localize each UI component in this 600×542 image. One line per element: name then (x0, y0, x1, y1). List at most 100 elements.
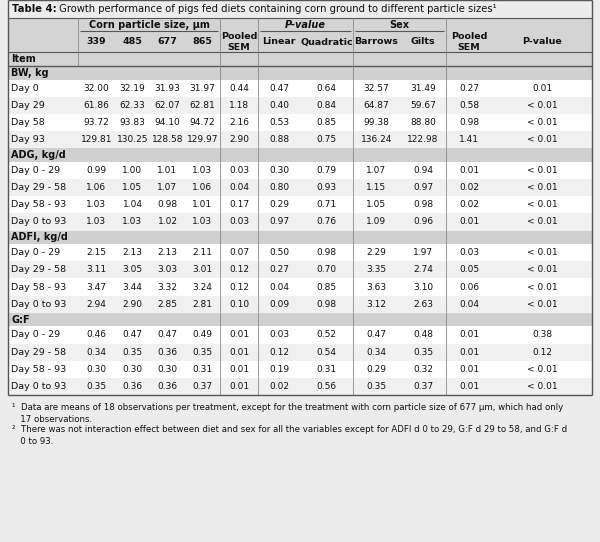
Text: 129.81: 129.81 (81, 135, 112, 144)
Text: 677: 677 (158, 37, 178, 47)
Text: 0.35: 0.35 (122, 348, 143, 357)
Text: 1.07: 1.07 (157, 183, 178, 192)
Text: 3.01: 3.01 (193, 266, 212, 274)
Text: 1.97: 1.97 (413, 248, 433, 257)
Text: 0.38: 0.38 (532, 331, 552, 339)
Bar (8, 196, 592, 214)
Text: 59.67: 59.67 (410, 101, 436, 110)
Text: 0.01: 0.01 (229, 348, 249, 357)
Text: Quadratic: Quadratic (300, 37, 353, 47)
Text: 62.81: 62.81 (190, 101, 215, 110)
Text: 0.88: 0.88 (269, 135, 289, 144)
Text: 136.24: 136.24 (361, 135, 392, 144)
Text: 0.52: 0.52 (317, 331, 337, 339)
Text: 0.64: 0.64 (317, 83, 337, 93)
Text: 0.09: 0.09 (269, 300, 289, 309)
Text: 1.05: 1.05 (367, 201, 386, 209)
Text: 3.32: 3.32 (157, 282, 178, 292)
Bar (8, 230, 592, 244)
Text: 0.19: 0.19 (269, 365, 289, 374)
Text: 0.05: 0.05 (459, 266, 479, 274)
Text: 0.01: 0.01 (229, 331, 249, 339)
Text: Day 29 - 58: Day 29 - 58 (11, 348, 66, 357)
Bar (8, 18, 592, 32)
Text: 0.12: 0.12 (269, 348, 289, 357)
Text: 0.30: 0.30 (269, 166, 289, 175)
Text: 1.41: 1.41 (459, 135, 479, 144)
Text: 129.97: 129.97 (187, 135, 218, 144)
Text: 0.03: 0.03 (229, 166, 249, 175)
Text: Day 29: Day 29 (11, 101, 45, 110)
Text: 0.47: 0.47 (122, 331, 143, 339)
Text: 1.09: 1.09 (367, 217, 386, 227)
Text: 0.46: 0.46 (86, 331, 107, 339)
Text: 0.98: 0.98 (316, 248, 337, 257)
Text: 0.04: 0.04 (229, 183, 249, 192)
Text: BW, kg: BW, kg (11, 68, 49, 78)
Text: < 0.01: < 0.01 (527, 201, 557, 209)
Text: Pooled
SEM: Pooled SEM (451, 33, 487, 51)
Text: 865: 865 (193, 37, 212, 47)
Text: 88.80: 88.80 (410, 118, 436, 127)
Text: Pooled
SEM: Pooled SEM (221, 33, 257, 51)
Text: 0.47: 0.47 (367, 331, 386, 339)
Text: 0.54: 0.54 (317, 348, 337, 357)
Text: 485: 485 (122, 37, 142, 47)
Text: 1.03: 1.03 (193, 217, 212, 227)
Text: Table 4:: Table 4: (12, 4, 57, 14)
Text: 1.02: 1.02 (157, 217, 178, 227)
Bar (0, 0, 600, 18)
Text: 0.01: 0.01 (459, 217, 479, 227)
Text: 0.76: 0.76 (316, 217, 337, 227)
Text: 0.98: 0.98 (157, 201, 178, 209)
Text: 0.12: 0.12 (532, 348, 552, 357)
Text: 0.56: 0.56 (316, 382, 337, 391)
Text: 0.84: 0.84 (317, 101, 337, 110)
Text: Growth performance of pigs fed diets containing corn ground to different particl: Growth performance of pigs fed diets con… (56, 4, 497, 14)
Text: Day 0 to 93: Day 0 to 93 (11, 382, 67, 391)
Bar (8, 214, 592, 230)
Text: 0.40: 0.40 (269, 101, 289, 110)
Bar (8, 80, 592, 96)
Text: 1.07: 1.07 (367, 166, 386, 175)
Text: 0.01: 0.01 (459, 365, 479, 374)
Text: 0.93: 0.93 (316, 183, 337, 192)
Text: < 0.01: < 0.01 (527, 365, 557, 374)
Text: 0.37: 0.37 (193, 382, 212, 391)
Bar (8, 131, 592, 149)
Text: 1.04: 1.04 (122, 201, 143, 209)
Bar (8, 326, 592, 344)
Text: 0.30: 0.30 (122, 365, 143, 374)
Text: ¹  Data are means of 18 observations per treatment, except for the treatment wit: ¹ Data are means of 18 observations per … (12, 403, 563, 424)
Text: 3.12: 3.12 (367, 300, 386, 309)
Text: ²  There was not interaction effect between diet and sex for all the variables e: ² There was not interaction effect betwe… (12, 425, 567, 446)
Text: 2.13: 2.13 (122, 248, 143, 257)
Text: Barrows: Barrows (355, 37, 398, 47)
Text: 0.94: 0.94 (413, 166, 433, 175)
Text: < 0.01: < 0.01 (527, 382, 557, 391)
Bar (8, 52, 592, 66)
Text: 0.01: 0.01 (532, 83, 552, 93)
Text: 2.16: 2.16 (229, 118, 249, 127)
Text: 1.05: 1.05 (122, 183, 143, 192)
Text: < 0.01: < 0.01 (527, 118, 557, 127)
Text: 0.35: 0.35 (86, 382, 107, 391)
Text: Day 0 to 93: Day 0 to 93 (11, 217, 67, 227)
Text: 99.38: 99.38 (364, 118, 389, 127)
Text: 0.97: 0.97 (269, 217, 289, 227)
Text: 0.98: 0.98 (316, 300, 337, 309)
Text: 0.01: 0.01 (229, 382, 249, 391)
Text: ADFI, kg/d: ADFI, kg/d (11, 233, 68, 242)
Text: Day 0 - 29: Day 0 - 29 (11, 331, 60, 339)
Text: 31.49: 31.49 (410, 83, 436, 93)
Text: 62.33: 62.33 (119, 101, 145, 110)
Text: 2.90: 2.90 (229, 135, 249, 144)
Text: 0.03: 0.03 (459, 248, 479, 257)
Text: Day 0 to 93: Day 0 to 93 (11, 300, 67, 309)
Text: 122.98: 122.98 (407, 135, 439, 144)
Text: 0.02: 0.02 (269, 382, 289, 391)
Text: G:F: G:F (11, 315, 29, 325)
Text: 0.01: 0.01 (459, 382, 479, 391)
Text: < 0.01: < 0.01 (527, 217, 557, 227)
Text: < 0.01: < 0.01 (527, 101, 557, 110)
